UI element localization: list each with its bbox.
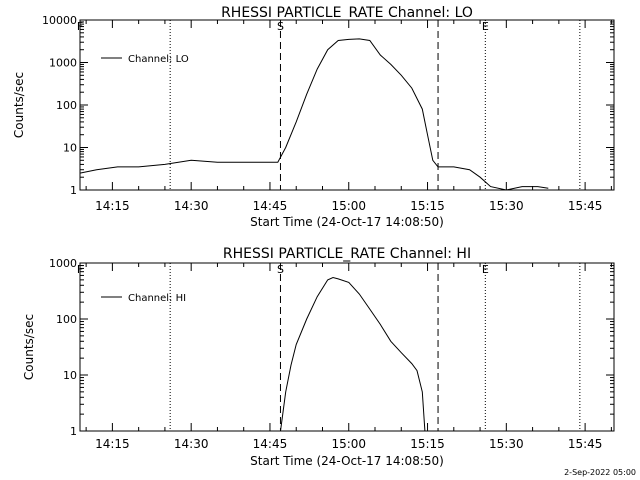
x-tick-label: 15:15 [410, 437, 445, 451]
x-axis-label: Start Time (24-Oct-17 14:08:50) [250, 454, 444, 468]
x-tick-label: 15:15 [410, 199, 445, 213]
x-tick-label: 14:15 [95, 437, 130, 451]
x-axis-label: Start Time (24-Oct-17 14:08:50) [250, 215, 444, 229]
y-tick-label: 10000 [42, 14, 77, 27]
series-line [280, 276, 426, 432]
y-axis-label: Counts/sec [22, 314, 36, 380]
chart-title: RHESSI PARTICLE_RATE Channel: HI [223, 246, 471, 262]
x-tick-label: 15:30 [489, 199, 524, 213]
x-tick-label: 15:30 [489, 437, 524, 451]
marker-label: E [482, 20, 489, 33]
x-tick-label: 14:30 [174, 199, 209, 213]
marker-label: E [482, 263, 489, 276]
chart-title: RHESSI PARTICLE_RATE Channel: LO [221, 5, 473, 21]
chart-panel-lo: RHESSI PARTICLE_RATE Channel: LOF S E11010… [12, 5, 615, 229]
x-tick-label: 14:30 [174, 437, 209, 451]
marker-label: S [277, 263, 284, 276]
date-stamp: 2-Sep-2022 05:00 [564, 468, 636, 477]
y-tick-label: 1000 [49, 57, 77, 70]
x-tick-label: 14:45 [253, 199, 288, 213]
x-tick-label: 14:45 [253, 437, 288, 451]
y-tick-label: 10 [63, 142, 77, 155]
y-tick-label: 100 [56, 99, 77, 112]
y-axis-label: Counts/sec [12, 72, 26, 138]
y-tick-label: 1 [70, 425, 77, 438]
marker-label: S [277, 20, 284, 33]
marker-label: F [77, 263, 83, 276]
y-tick-label: 1000 [49, 257, 77, 270]
x-tick-label: 15:00 [331, 199, 366, 213]
x-tick-label: 14:15 [95, 199, 130, 213]
x-tick-label: 15:45 [568, 437, 603, 451]
series-line [79, 38, 549, 191]
x-tick-label: 15:45 [568, 199, 603, 213]
y-tick-label: 10 [63, 369, 77, 382]
x-tick-label: 15:00 [331, 437, 366, 451]
legend-label: Channel: LO [128, 54, 189, 65]
y-tick-label: 100 [56, 313, 77, 326]
chart-panel-hi: RHESSI PARTICLE_RATE Channel: HI F S E 1 10 10… [22, 246, 615, 468]
legend-label: Channel: HI [128, 293, 186, 304]
y-tick-label: 1 [70, 184, 77, 197]
plot-frame [79, 262, 615, 432]
